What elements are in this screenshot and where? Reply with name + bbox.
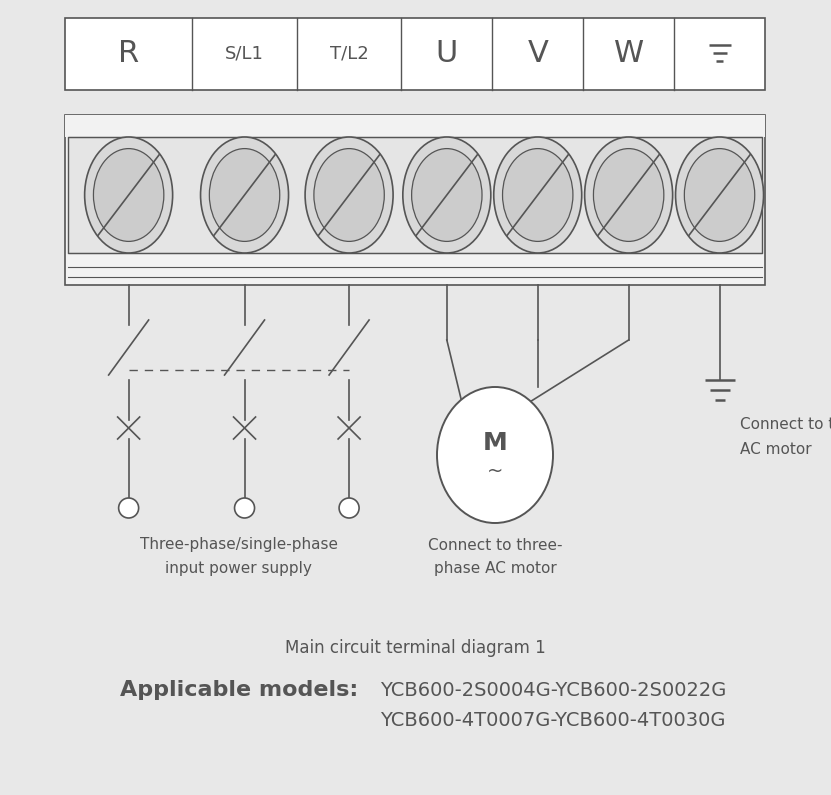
Ellipse shape <box>209 149 280 242</box>
Circle shape <box>339 498 359 518</box>
Ellipse shape <box>494 137 582 253</box>
Text: V: V <box>528 40 548 68</box>
Text: YCB600-2S0004G-YCB600-2S0022G: YCB600-2S0004G-YCB600-2S0022G <box>380 681 726 700</box>
Text: Three-phase/single-phase: Three-phase/single-phase <box>140 537 338 553</box>
Ellipse shape <box>411 149 482 242</box>
Circle shape <box>119 498 139 518</box>
Ellipse shape <box>685 149 755 242</box>
Text: T/L2: T/L2 <box>330 45 368 63</box>
Text: R: R <box>118 40 140 68</box>
Ellipse shape <box>593 149 664 242</box>
Text: S/L1: S/L1 <box>225 45 264 63</box>
Text: input power supply: input power supply <box>165 560 312 576</box>
Ellipse shape <box>437 387 553 523</box>
Bar <box>65 115 765 137</box>
Circle shape <box>234 498 254 518</box>
Ellipse shape <box>585 137 672 253</box>
Text: YCB600-4T0007G-YCB600-4T0030G: YCB600-4T0007G-YCB600-4T0030G <box>380 711 725 730</box>
Text: M: M <box>483 431 508 455</box>
Text: Connect to three-phase: Connect to three-phase <box>740 417 831 432</box>
Bar <box>65 115 765 285</box>
Bar <box>65 18 765 90</box>
Text: Connect to three-: Connect to three- <box>428 537 563 553</box>
Ellipse shape <box>200 137 288 253</box>
Text: Applicable models:: Applicable models: <box>120 680 358 700</box>
Ellipse shape <box>676 137 764 253</box>
Ellipse shape <box>93 149 164 242</box>
Bar <box>68 137 762 253</box>
Text: ~: ~ <box>487 462 504 480</box>
Text: AC motor: AC motor <box>740 443 811 457</box>
Ellipse shape <box>85 137 173 253</box>
Ellipse shape <box>503 149 573 242</box>
Text: U: U <box>435 40 458 68</box>
Ellipse shape <box>314 149 384 242</box>
Text: Main circuit terminal diagram 1: Main circuit terminal diagram 1 <box>285 639 546 657</box>
Text: phase AC motor: phase AC motor <box>434 560 557 576</box>
Ellipse shape <box>403 137 491 253</box>
Text: W: W <box>613 40 644 68</box>
Ellipse shape <box>305 137 393 253</box>
